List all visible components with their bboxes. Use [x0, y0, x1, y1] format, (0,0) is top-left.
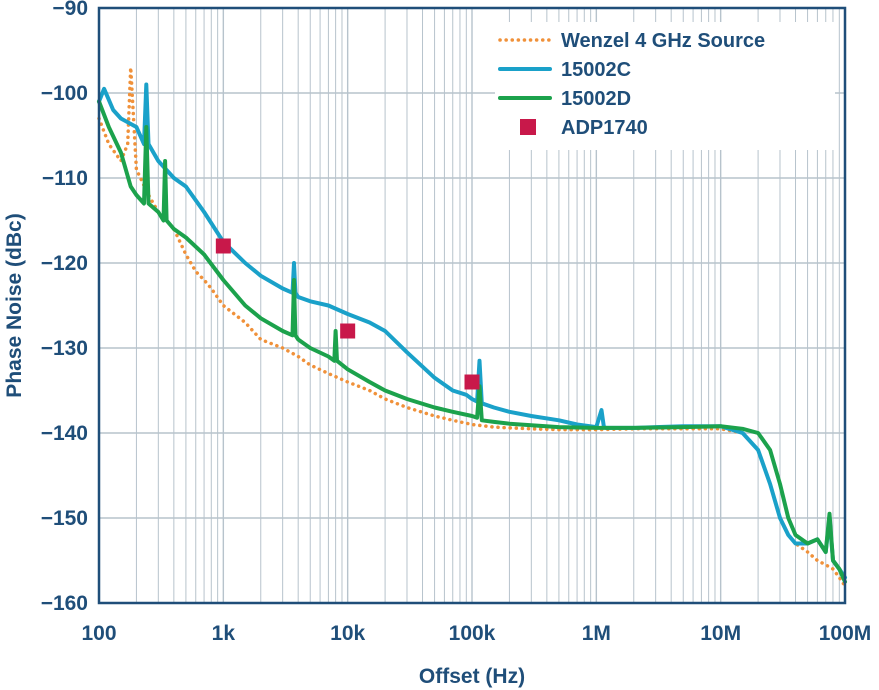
y-tick-label: −160 [41, 592, 88, 615]
marker-adp1740 [464, 374, 480, 390]
legend: Wenzel 4 GHz Source 15002C 15002D ADP1740 [495, 22, 835, 150]
series-layer [97, 65, 847, 588]
chart-grid [99, 8, 845, 603]
y-tick-label: −150 [41, 507, 88, 530]
series-line-15002d [97, 99, 847, 584]
legend-label-adp1740: ADP1740 [561, 117, 648, 139]
legend-label-wenzel-4-ghz-source: Wenzel 4 GHz Source [561, 30, 765, 52]
x-tick-label: 10k [330, 622, 365, 645]
x-tick-label: 1k [212, 622, 236, 645]
plot-frame [97, 6, 847, 605]
x-tick-label: 1M [582, 622, 611, 645]
y-tick-label: −140 [41, 422, 88, 445]
x-tick-label: 100M [819, 622, 872, 645]
legend-label-15002c: 15002C [561, 59, 631, 81]
x-tick-labels: 100 1k 10k 100k 1M 10M 100M [81, 622, 871, 645]
legend-box [495, 22, 835, 150]
marker-adp1740 [215, 238, 231, 254]
y-tick-label: −110 [42, 167, 88, 190]
y-tick-label: −130 [41, 337, 88, 360]
y-tick-labels: −90 −100 −110 −120 −130 −140 −150 −160 [41, 0, 88, 615]
y-tick-label: −100 [41, 82, 88, 105]
legend-label-15002d: 15002D [561, 88, 631, 110]
x-axis-title: Offset (Hz) [419, 665, 525, 688]
marker-adp1740 [340, 323, 356, 339]
x-tick-label: 100 [81, 622, 116, 645]
y-axis-title: Phase Noise (dBc) [3, 213, 26, 397]
legend-swatch-adp1740 [520, 119, 536, 135]
y-tick-label: −120 [41, 252, 88, 275]
x-tick-label: 10M [700, 622, 741, 645]
x-tick-label: 100k [449, 622, 496, 645]
series-line-15002c [97, 82, 847, 580]
y-tick-label: −90 [52, 0, 88, 20]
